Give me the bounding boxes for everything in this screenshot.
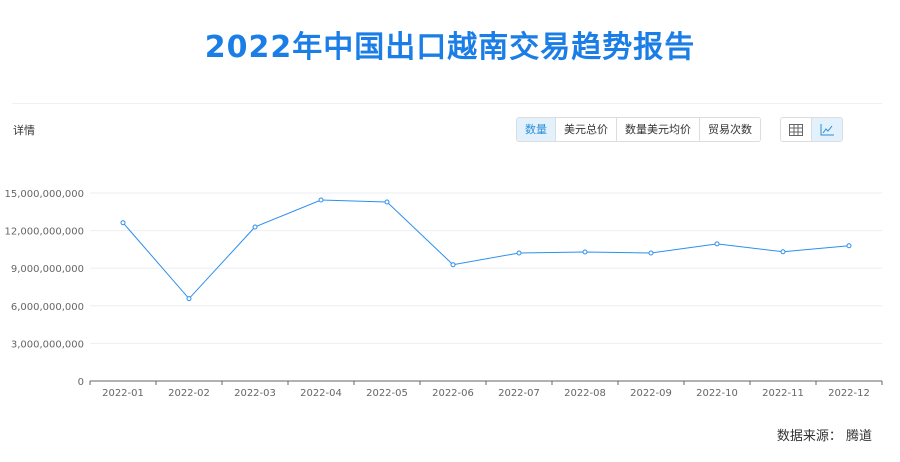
divider [12, 103, 882, 104]
x-tick-label: 2022-02 [168, 388, 210, 399]
series-line [122, 199, 850, 300]
x-tick-label: 2022-07 [498, 388, 540, 399]
x-tick-label: 2022-11 [762, 388, 804, 399]
data-point [318, 197, 324, 203]
x-tick-label: 2022-03 [234, 388, 276, 399]
data-point [252, 224, 258, 230]
data-point [516, 250, 522, 256]
data-point [846, 243, 852, 249]
tab-usd-total[interactable]: 美元总价 [556, 118, 617, 141]
data-point [186, 296, 192, 302]
chart-view-button[interactable] [812, 118, 842, 141]
y-tick-label: 0 [78, 377, 84, 388]
x-tick-label: 2022-05 [366, 388, 408, 399]
x-tick-label: 2022-12 [828, 388, 870, 399]
data-point [648, 250, 654, 256]
y-tick-label: 6,000,000,000 [11, 302, 84, 313]
y-tick-label: 3,000,000,000 [11, 339, 84, 350]
source-note: 数据来源： 腾道 [776, 429, 872, 444]
data-point [582, 249, 588, 255]
x-tick-label: 2022-09 [630, 388, 672, 399]
y-tick-label: 15,000,000,000 [4, 189, 84, 200]
tab-quantity[interactable]: 数量 [517, 118, 556, 141]
tab-trade-count[interactable]: 贸易次数 [700, 118, 760, 141]
data-point [120, 220, 126, 226]
y-tick-label: 9,000,000,000 [11, 264, 84, 275]
detail-label: 详情 [13, 124, 35, 137]
data-point [780, 249, 786, 255]
table-view-button[interactable] [781, 118, 812, 141]
table-icon [789, 124, 803, 136]
line-chart-icon [820, 124, 834, 136]
tab-usd-unit-price[interactable]: 数量美元均价 [617, 118, 700, 141]
x-tick-label: 2022-10 [696, 388, 738, 399]
page-title: 2022年中国出口越南交易趋势报告 [204, 30, 696, 65]
y-tick-label: 12,000,000,000 [4, 227, 84, 238]
x-tick-label: 2022-04 [300, 388, 342, 399]
x-tick-label: 2022-01 [102, 388, 144, 399]
x-tick-label: 2022-06 [432, 388, 474, 399]
data-point [450, 262, 456, 268]
view-toggle [780, 117, 843, 142]
data-point [714, 241, 720, 247]
metric-tabs: 数量 美元总价 数量美元均价 贸易次数 [516, 117, 761, 142]
data-point [384, 199, 390, 205]
x-tick-label: 2022-08 [564, 388, 606, 399]
